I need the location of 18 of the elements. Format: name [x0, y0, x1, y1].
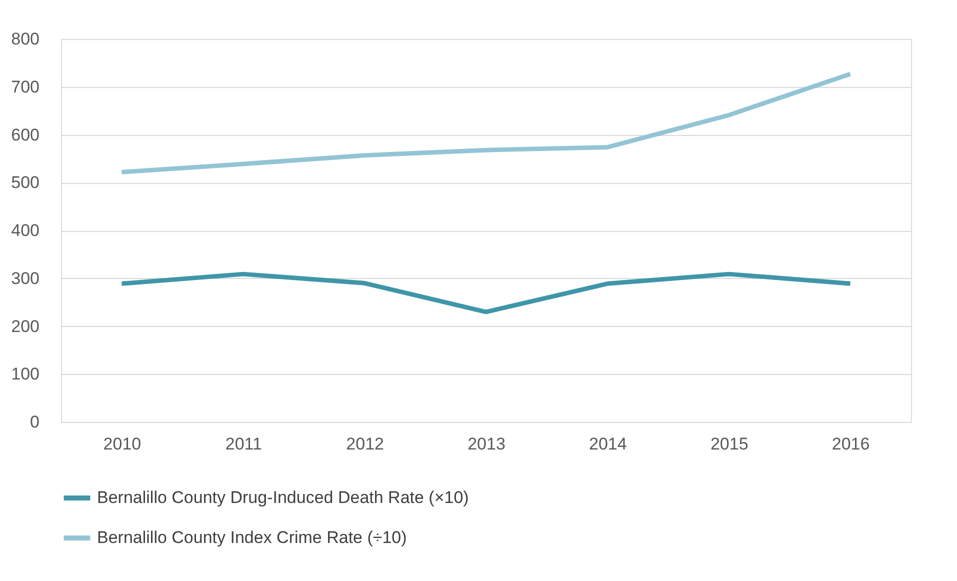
y-tick-label: 300: [11, 268, 40, 288]
legend-label: Bernalillo County Drug-Induced Death Rate (×10): [97, 488, 469, 507]
y-tick-label: 0: [30, 412, 40, 432]
y-tick-label: 100: [11, 364, 40, 384]
y-tick-label: 700: [11, 77, 40, 96]
y-tick-label: 800: [11, 30, 40, 48]
y-tick-label: 500: [11, 173, 40, 192]
x-tick-label: 2016: [832, 434, 870, 454]
y-tick-label: 200: [11, 316, 40, 336]
x-tick-label: 2015: [710, 434, 748, 454]
legend-label: Bernalillo County Index Crime Rate (÷10): [97, 528, 407, 547]
y-tick-label: 400: [11, 221, 40, 240]
y-tick-label: 600: [11, 125, 40, 144]
x-tick-label: 2012: [346, 434, 384, 454]
x-tick-label: 2010: [103, 434, 142, 454]
x-tick-label: 2011: [225, 434, 262, 454]
x-tick-label: 2014: [589, 434, 627, 454]
x-tick-label: 2013: [468, 434, 506, 454]
